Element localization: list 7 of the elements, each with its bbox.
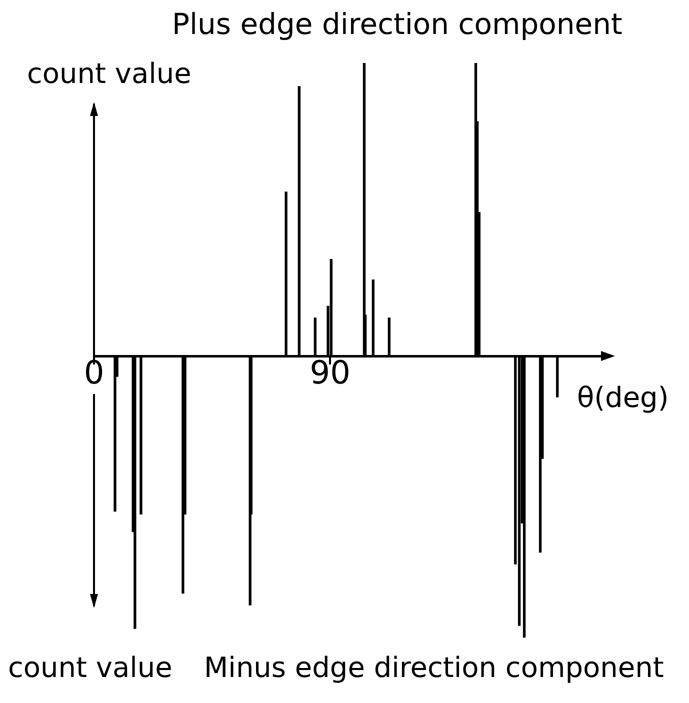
x-axis-title: θ(deg) [577,381,669,414]
x-tick-label: 0 [84,353,104,392]
x-tick-label: 90 [310,353,350,392]
y-axis-title: count value [27,57,192,90]
text: Minus edge direction component [204,651,664,684]
text: count value [8,651,172,684]
text: Plus edge direction component [172,7,622,41]
